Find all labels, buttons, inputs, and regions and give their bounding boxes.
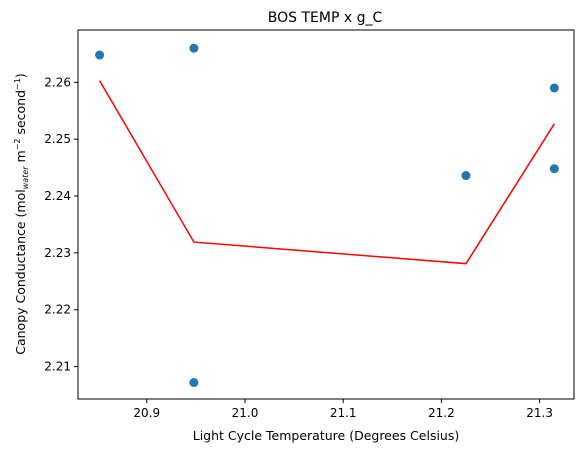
y-tick-label: 2.25 [44,132,71,146]
y-label-suffix: ) [13,73,28,78]
x-tick-label: 21.3 [526,406,553,420]
plot-frame [77,29,575,400]
y-tick-label: 2.24 [44,189,71,203]
y-label-sup2: −1 [13,78,22,90]
x-tick-label: 21.1 [330,406,357,420]
x-axis: 20.9 21.0 21.1 21.2 21.3 [133,399,553,420]
x-axis-label: Light Cycle Temperature (Degrees Celsius… [193,428,460,443]
fit-line [98,80,555,265]
x-tick-label: 21.2 [428,406,455,420]
y-tick-label: 2.22 [44,303,71,317]
y-tick-label: 2.26 [44,75,71,89]
x-tick-label: 21.0 [232,406,259,420]
plot-content [95,43,559,388]
x-tick-label: 20.9 [133,406,160,420]
y-label-sup1: −2 [13,139,22,151]
y-label-sub: water [21,166,30,190]
scatter-point [189,43,199,53]
y-label-prefix: Canopy Conductance (mol [13,189,28,355]
scatter-point [95,50,105,60]
chart-title: BOS TEMP x g_C [268,10,383,26]
y-axis: 2.21 2.22 2.23 2.24 2.25 2.26 [44,75,78,374]
scatter-point [549,164,559,174]
scatter-point [189,378,199,388]
y-axis-label: Canopy Conductance (molwater m−2 second−… [13,73,30,355]
y-tick-label: 2.23 [44,246,71,260]
y-tick-label: 2.21 [44,360,71,374]
scatter-point [461,171,471,181]
scatter-point [549,83,559,93]
y-label-mid1: m [13,150,28,166]
y-label-mid2: second [13,90,28,139]
